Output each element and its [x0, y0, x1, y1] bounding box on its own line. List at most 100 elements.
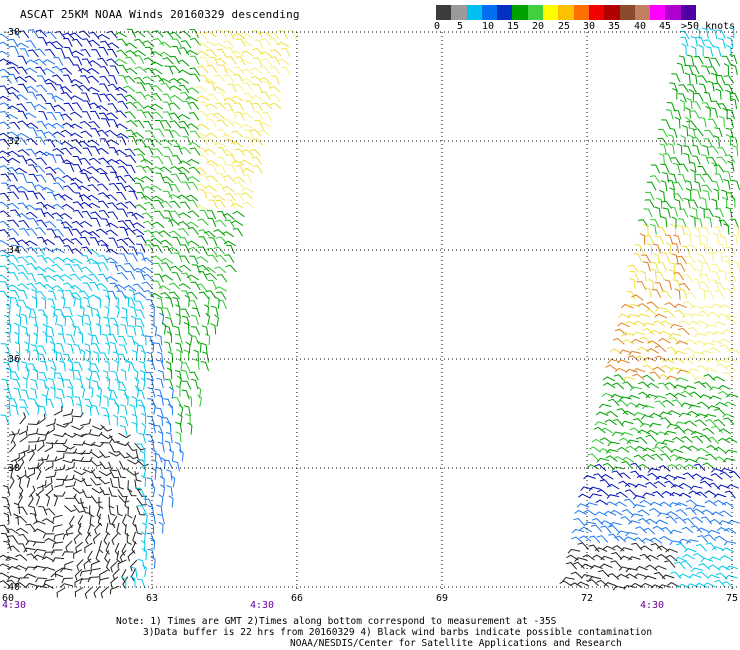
wind-barb: [105, 324, 111, 336]
wind-barb: [154, 425, 164, 435]
wind-barb: [650, 268, 657, 280]
wind-barb: [182, 136, 192, 146]
wind-barb: [60, 213, 73, 220]
wind-barb: [52, 122, 65, 129]
wind-barb: [35, 29, 47, 38]
wind-barb: [70, 284, 83, 292]
wind-barb: [65, 162, 75, 173]
wind-barb: [108, 75, 118, 85]
wind-barb: [18, 425, 28, 435]
wind-barb: [0, 33, 9, 40]
wind-barb: [11, 378, 21, 388]
wind-barb: [664, 480, 677, 488]
wind-barb: [116, 191, 127, 201]
wind-barb: [95, 295, 101, 308]
wind-barb: [22, 376, 28, 389]
wind-barb: [0, 58, 12, 65]
wind-barb: [119, 344, 128, 354]
wind-barb: [131, 212, 144, 219]
wind-barb: [74, 587, 84, 597]
wind-barb: [239, 159, 253, 166]
wind-barb: [72, 209, 84, 219]
wind-barb: [114, 378, 120, 391]
wind-barb: [81, 38, 93, 47]
wind-barb: [699, 242, 707, 254]
wind-barb: [25, 582, 38, 588]
wind-barb: [51, 348, 57, 361]
wind-barb: [178, 449, 184, 462]
wind-barb: [71, 456, 85, 462]
wind-barb: [136, 235, 147, 244]
wind-barb: [63, 560, 74, 570]
wind-barb: [690, 567, 704, 573]
wind-barb: [156, 504, 163, 516]
wind-barb: [656, 197, 663, 209]
wind-barb: [225, 244, 235, 255]
wind-barb: [78, 67, 91, 74]
wind-barb: [215, 219, 227, 228]
wind-barb: [0, 165, 12, 173]
wind-barb: [614, 535, 627, 543]
wind-barb: [36, 120, 48, 130]
wind-barb: [61, 238, 75, 245]
wind-barb: [664, 382, 677, 389]
wind-barb: [59, 360, 66, 372]
wind-barb: [36, 201, 48, 210]
wind-barb: [70, 238, 83, 246]
wind-barb: [695, 217, 703, 229]
wind-barb: [157, 430, 164, 443]
wind-barb: [96, 147, 109, 155]
wind-barb: [233, 66, 245, 75]
wind-barb: [270, 94, 281, 103]
wind-barb: [725, 565, 739, 570]
wind-barb: [0, 220, 11, 228]
wind-barb: [240, 192, 253, 199]
wind-barb: [669, 367, 682, 372]
wind-barb: [686, 292, 698, 301]
wind-barb: [617, 322, 630, 328]
wind-barb: [183, 349, 190, 361]
wind-barb: [226, 199, 236, 209]
wind-barb: [686, 97, 693, 109]
wind-barb: [701, 27, 709, 39]
time-label: 4:30: [2, 600, 26, 611]
wind-barb: [605, 449, 619, 454]
wind-barb: [112, 351, 120, 363]
wind-barb: [667, 410, 681, 416]
wind-barb: [164, 440, 172, 452]
wind-barb: [98, 477, 110, 485]
wind-barb: [652, 525, 665, 532]
wind-barb: [215, 236, 228, 244]
wind-barb: [71, 139, 83, 147]
wind-barb: [175, 348, 182, 361]
wind-barb: [17, 450, 26, 462]
wind-barb: [7, 228, 20, 236]
wind-barb: [136, 325, 145, 336]
wind-barb: [153, 453, 163, 463]
wind-barb: [641, 254, 651, 264]
wind-barb: [173, 252, 183, 262]
wind-barb: [705, 290, 715, 300]
wind-barb: [80, 49, 91, 58]
wind-barb: [616, 408, 629, 416]
wind-barb: [642, 327, 655, 335]
wind-barb: [101, 118, 111, 128]
wind-barb: [52, 203, 65, 211]
wind-barb: [675, 377, 689, 382]
wind-barb: [89, 505, 95, 518]
wind-barb: [235, 56, 246, 66]
wind-barb: [694, 268, 702, 280]
wind-barb: [729, 471, 740, 479]
wind-barb: [36, 75, 47, 85]
wind-barb: [46, 191, 57, 201]
wind-barb: [197, 229, 210, 237]
wind-barb: [87, 86, 100, 93]
wind-barb: [678, 208, 689, 218]
wind-barb: [110, 576, 119, 588]
wind-barb: [674, 502, 688, 507]
wind-barb: [240, 40, 253, 48]
wind-barb: [74, 568, 83, 581]
wind-barb: [36, 236, 48, 246]
wind-barb: [596, 457, 610, 463]
wind-barb: [140, 540, 146, 553]
